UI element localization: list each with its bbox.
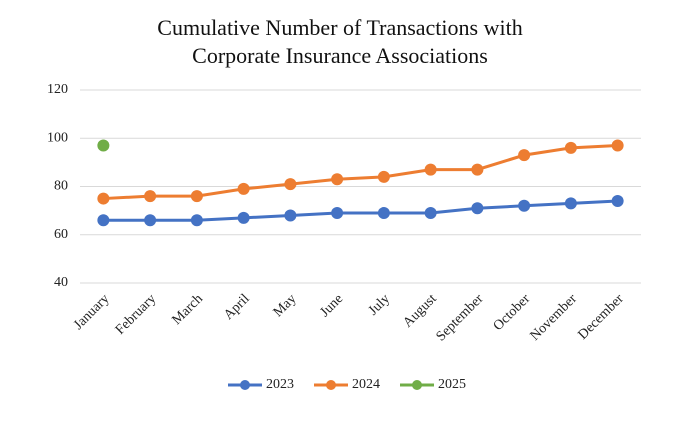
data-point <box>377 207 390 220</box>
x-tick-label: November <box>528 291 581 344</box>
x-tick-label: April <box>221 291 253 323</box>
chart-title: Cumulative Number of Transactions with <box>157 15 522 40</box>
x-tick-label: June <box>317 291 346 320</box>
legend-marker <box>326 380 336 390</box>
x-tick-label: January <box>71 291 112 332</box>
data-point <box>97 192 110 205</box>
data-point <box>564 141 577 154</box>
data-point <box>237 211 250 224</box>
x-tick-label: October <box>491 291 534 334</box>
y-tick-label: 60 <box>54 227 68 242</box>
data-point <box>564 197 577 210</box>
legend-marker <box>412 380 422 390</box>
data-point <box>471 163 484 176</box>
y-tick-label: 80 <box>54 179 68 194</box>
x-tick-label: March <box>170 291 206 327</box>
series-line <box>103 143 618 201</box>
x-tick-label: December <box>575 291 627 343</box>
data-point <box>284 178 297 191</box>
data-point <box>284 209 297 222</box>
data-point <box>424 163 437 176</box>
data-point <box>331 173 344 186</box>
chart-title: Corporate Insurance Associations <box>192 43 488 68</box>
data-point <box>97 214 110 227</box>
data-point <box>471 202 484 215</box>
x-tick-label: May <box>271 291 300 320</box>
data-point <box>190 214 203 227</box>
x-tick-label: February <box>113 291 159 337</box>
series-line <box>103 199 618 222</box>
legend-label: 2025 <box>438 377 466 392</box>
y-tick-label: 40 <box>54 275 68 290</box>
data-point <box>190 190 203 203</box>
data-point <box>611 139 624 152</box>
legend-label: 2023 <box>266 377 294 392</box>
x-tick-label: September <box>434 291 487 344</box>
data-point <box>97 139 110 152</box>
data-point <box>237 182 250 195</box>
data-point <box>611 194 624 207</box>
legend-marker <box>240 380 250 390</box>
x-tick-label: August <box>401 291 440 330</box>
data-point <box>377 170 390 183</box>
data-point <box>518 199 531 212</box>
y-tick-label: 120 <box>47 82 68 97</box>
x-tick-label: July <box>366 291 393 318</box>
data-point <box>144 190 157 203</box>
data-point <box>331 207 344 220</box>
data-point <box>518 149 531 162</box>
data-point <box>144 214 157 227</box>
legend-label: 2024 <box>352 377 380 392</box>
y-tick-label: 100 <box>47 130 68 145</box>
data-point <box>424 207 437 220</box>
